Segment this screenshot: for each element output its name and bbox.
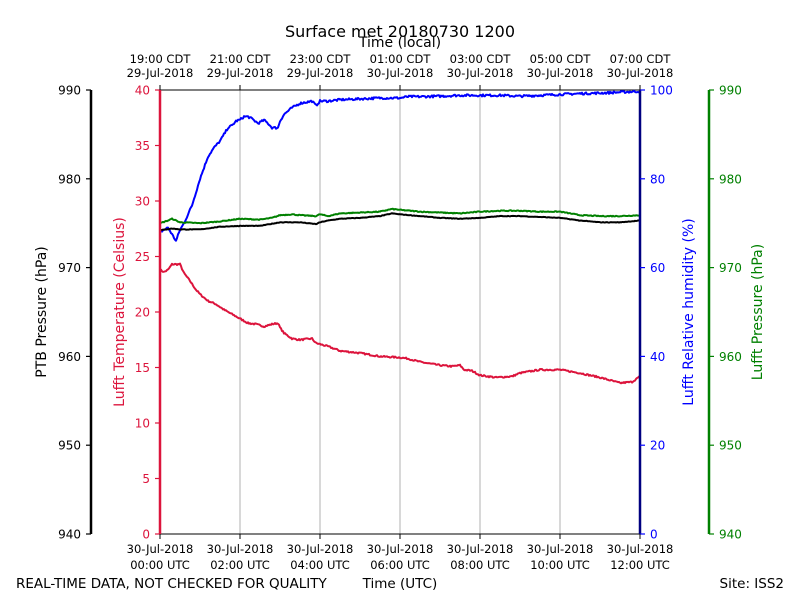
local-x-tick-time: 21:00 CDT	[210, 52, 272, 66]
ptb-axis-label: PTB Pressure (hPa)	[34, 246, 50, 377]
top-x-axis-label: Time (local)	[358, 35, 441, 51]
temp-y-tick-label: 10	[135, 417, 150, 431]
series-ptb-line	[159, 212, 641, 232]
temp-y-tick-label: 25	[135, 250, 150, 264]
series-lufft_p-line	[159, 207, 641, 225]
ticks-layer: 940 950 960 970 980 990 0 5 10 15 20 25 30 35 40 0 20 40 6…	[58, 52, 742, 572]
utc-x-tick-date: 30-Jul-2018	[447, 542, 514, 556]
local-x-tick-date: 29-Jul-2018	[207, 66, 274, 80]
lufft_p-y-tick-label: 960	[719, 350, 742, 364]
temp-y-tick-label: 40	[135, 84, 150, 98]
rh-y-tick-label: 40	[650, 350, 665, 364]
local-x-tick-time: 03:00 CDT	[450, 52, 512, 66]
site-label: Site: ISS2	[720, 576, 784, 592]
rh-axis-label: Lufft Relative humidity (%)	[681, 218, 697, 405]
series-temp-line	[159, 262, 641, 385]
local-x-tick-date: 29-Jul-2018	[127, 66, 194, 80]
lufft-pressure-axis-label: Lufft Pressure (hPa)	[750, 244, 766, 380]
local-x-tick-time: 07:00 CDT	[610, 52, 672, 66]
rh-y-tick-label: 0	[650, 528, 658, 542]
local-x-tick-time: 01:00 CDT	[370, 52, 432, 66]
utc-x-tick-time: 04:00 UTC	[290, 558, 350, 572]
temp-y-tick-label: 0	[142, 528, 150, 542]
utc-x-tick-date: 30-Jul-2018	[367, 542, 434, 556]
rh-y-tick-label: 80	[650, 172, 665, 186]
temp-y-tick-label: 35	[135, 139, 150, 153]
utc-x-tick-time: 12:00 UTC	[610, 558, 670, 572]
local-x-tick-time: 23:00 CDT	[290, 52, 352, 66]
ptb-y-tick-label: 990	[58, 84, 81, 98]
local-x-tick-date: 30-Jul-2018	[607, 66, 674, 80]
utc-x-tick-time: 10:00 UTC	[530, 558, 590, 572]
rh-y-tick-label: 60	[650, 261, 665, 275]
utc-x-tick-time: 06:00 UTC	[370, 558, 430, 572]
temp-y-tick-label: 30	[135, 195, 150, 209]
utc-x-tick-date: 30-Jul-2018	[607, 542, 674, 556]
local-x-tick-time: 05:00 CDT	[530, 52, 592, 66]
utc-x-tick-time: 00:00 UTC	[130, 558, 190, 572]
local-x-tick-time: 19:00 CDT	[130, 52, 192, 66]
temp-axis-label: Lufft Temperature (Celsius)	[112, 217, 128, 407]
utc-x-tick-time: 08:00 UTC	[450, 558, 510, 572]
local-x-tick-date: 30-Jul-2018	[447, 66, 514, 80]
utc-x-tick-date: 30-Jul-2018	[207, 542, 274, 556]
lufft_p-y-tick-label: 940	[719, 528, 742, 542]
local-x-tick-date: 29-Jul-2018	[287, 66, 354, 80]
temp-y-tick-label: 5	[142, 472, 150, 486]
lufft_p-y-tick-label: 950	[719, 439, 742, 453]
lufft_p-y-tick-label: 990	[719, 84, 742, 98]
utc-x-tick-time: 02:00 UTC	[210, 558, 270, 572]
ptb-y-tick-label: 970	[58, 261, 81, 275]
x-axis-label: Time (UTC)	[362, 576, 438, 592]
ptb-y-tick-label: 980	[58, 172, 81, 186]
series-layer	[159, 89, 641, 385]
utc-x-tick-date: 30-Jul-2018	[127, 542, 194, 556]
chart-title: Surface met 20180730 1200	[285, 22, 515, 41]
lufft_p-y-tick-label: 970	[719, 261, 742, 275]
quality-disclaimer: REAL-TIME DATA, NOT CHECKED FOR QUALITY	[16, 576, 328, 592]
utc-x-tick-date: 30-Jul-2018	[287, 542, 354, 556]
local-x-tick-date: 30-Jul-2018	[367, 66, 434, 80]
local-x-tick-date: 30-Jul-2018	[527, 66, 594, 80]
rh-y-tick-label: 100	[650, 84, 673, 98]
lufft_p-y-tick-label: 980	[719, 172, 742, 186]
ptb-y-tick-label: 960	[58, 350, 81, 364]
temp-y-tick-label: 15	[135, 361, 150, 375]
series-rh-line	[159, 89, 641, 242]
temp-y-tick-label: 20	[135, 306, 150, 320]
ptb-y-tick-label: 940	[58, 528, 81, 542]
rh-y-tick-label: 20	[650, 439, 665, 453]
ptb-y-tick-label: 950	[58, 439, 81, 453]
x-gridlines	[239, 90, 561, 534]
utc-x-tick-date: 30-Jul-2018	[527, 542, 594, 556]
